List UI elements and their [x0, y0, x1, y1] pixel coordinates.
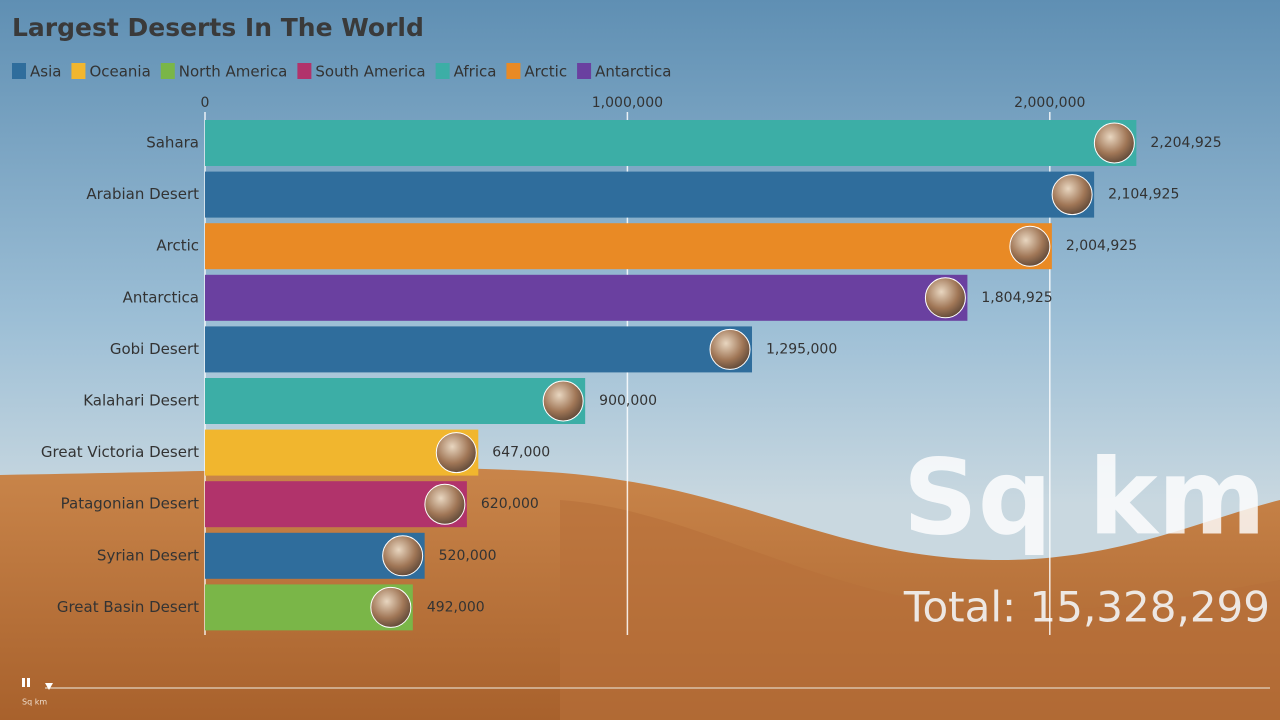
pause-button[interactable]	[22, 678, 25, 687]
bar-image	[1093, 122, 1135, 164]
bar	[205, 171, 1095, 218]
legend-swatch	[160, 63, 175, 79]
bar-image	[709, 328, 751, 370]
total-annotation: Total: 15,328,299	[903, 583, 1270, 632]
bar	[205, 481, 467, 528]
background-dune-shade	[560, 500, 1280, 720]
bar	[205, 274, 968, 321]
x-tick-label: 0	[201, 95, 210, 111]
value-label: 492,000	[427, 599, 485, 615]
y-tick-label: Kalahari Desert	[83, 392, 199, 410]
legend-label: North America	[179, 63, 288, 81]
legend-label: Asia	[30, 63, 61, 81]
bar	[205, 429, 479, 476]
y-tick-label: Great Victoria Desert	[41, 443, 199, 461]
legend-swatch	[506, 63, 521, 79]
bar-image	[1009, 225, 1051, 267]
legend-label: Oceania	[89, 63, 150, 81]
y-tick-label: Arabian Desert	[86, 185, 199, 203]
y-tick-label: Patagonian Desert	[61, 495, 199, 513]
bar-image	[370, 586, 412, 628]
x-tick-label: 2,000,000	[1014, 95, 1085, 111]
value-label: 2,004,925	[1066, 238, 1137, 254]
legend-swatch	[577, 63, 592, 79]
bar-image	[424, 483, 466, 525]
y-tick-label: Sahara	[146, 134, 199, 152]
bar	[205, 378, 586, 424]
chart-title: Largest Deserts In The World	[12, 13, 424, 42]
bar-image	[1051, 174, 1093, 216]
value-label: 1,295,000	[766, 341, 837, 357]
y-tick-label: Gobi Desert	[110, 340, 199, 358]
unit-annotation: Sq km	[903, 436, 1266, 558]
legend-label: Antarctica	[595, 63, 671, 81]
bar-image	[924, 277, 966, 319]
value-label: 2,104,925	[1108, 187, 1179, 203]
legend-label: Arctic	[524, 63, 567, 81]
legend-swatch	[435, 63, 450, 79]
timeline-handle[interactable]	[45, 683, 53, 690]
bar	[205, 326, 753, 373]
bar	[205, 223, 1052, 270]
value-label: 2,204,925	[1150, 135, 1221, 151]
y-tick-label: Arctic	[156, 237, 199, 255]
legend-swatch	[71, 63, 86, 79]
value-label: 520,000	[439, 548, 497, 564]
value-label: 620,000	[481, 496, 539, 512]
value-label: 900,000	[599, 393, 657, 409]
y-tick-label: Syrian Desert	[97, 546, 199, 564]
legend-swatch	[12, 63, 26, 79]
legend-label: Africa	[454, 63, 497, 81]
value-label: 647,000	[492, 445, 550, 461]
pause-button-bar	[27, 678, 30, 687]
legend-swatch	[297, 63, 312, 79]
y-tick-label: Great Basin Desert	[57, 598, 199, 616]
bar	[205, 120, 1137, 166]
bar-image	[435, 432, 477, 474]
x-tick-label: 1,000,000	[592, 95, 663, 111]
bar-image	[542, 380, 584, 422]
timeline-label: Sq km	[22, 698, 47, 707]
legend-label: South America	[315, 63, 425, 81]
value-label: 1,804,925	[981, 290, 1052, 306]
y-tick-label: Antarctica	[123, 288, 199, 306]
bar-image	[382, 535, 424, 577]
